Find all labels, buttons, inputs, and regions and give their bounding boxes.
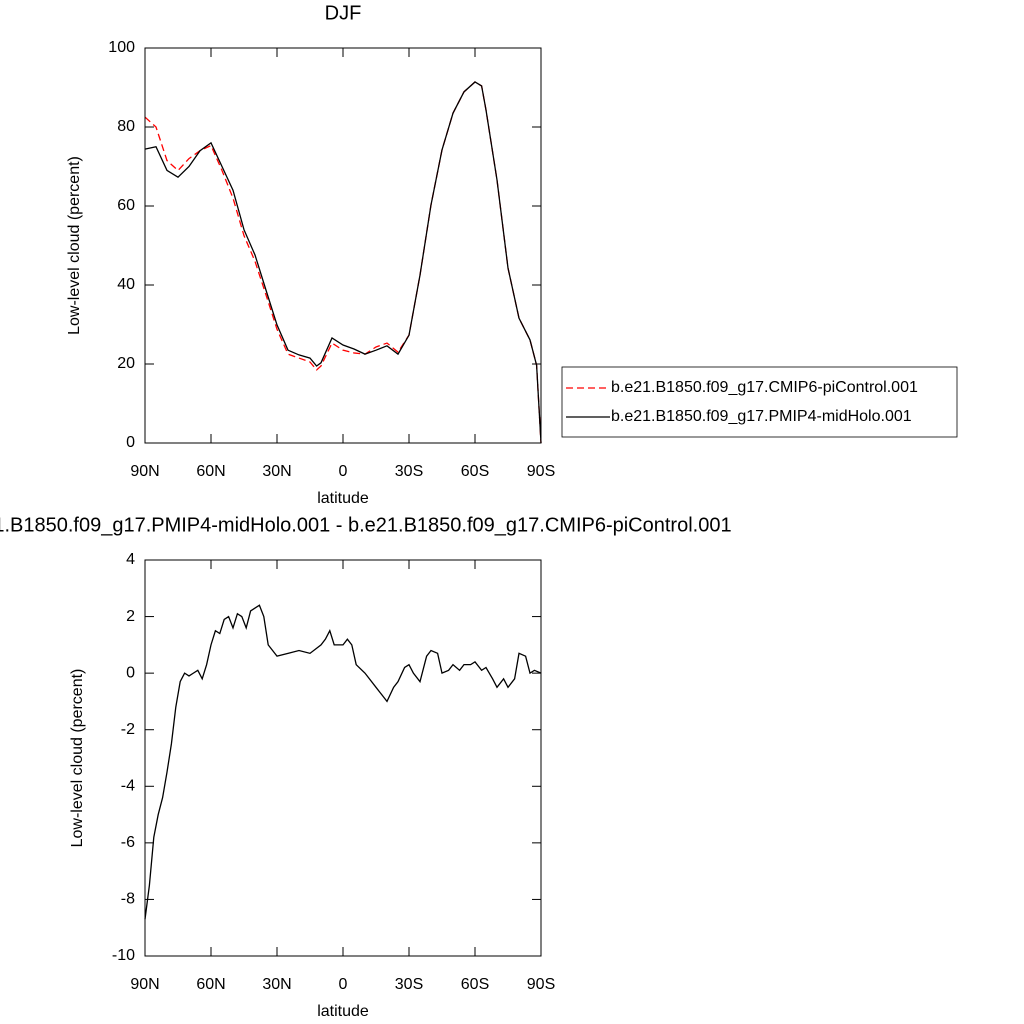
x-tick-label: 30S xyxy=(395,976,423,993)
x-tick-label: 60N xyxy=(196,976,225,993)
plot-frame xyxy=(144,47,542,444)
x-tick-label: 90N xyxy=(130,976,159,993)
y-tick-label: -4 xyxy=(121,778,135,795)
y-tick-label: -10 xyxy=(112,947,135,964)
plot-frame xyxy=(144,559,542,957)
y-tick-label: -2 xyxy=(121,721,135,738)
x-tick-label: 30N xyxy=(262,976,291,993)
y-axis-label: Low-level cloud (percent) xyxy=(66,156,83,335)
y-axis-label: Low-level cloud (percent) xyxy=(69,669,86,848)
chart-title: b.e21.B1850.f09_g17.PMIP4-midHolo.001 - … xyxy=(0,514,732,536)
legend-label: b.e21.B1850.f09_g17.PMIP4-midHolo.001 xyxy=(611,408,912,425)
y-tick-label: -6 xyxy=(121,834,135,851)
data-line xyxy=(144,81,542,444)
x-tick-label: 90S xyxy=(527,463,555,480)
y-tick-label: 20 xyxy=(117,355,135,372)
x-tick-label: 0 xyxy=(339,463,348,480)
legend-box xyxy=(561,366,958,438)
chart-title: DJF xyxy=(325,2,362,24)
x-tick-label: 30S xyxy=(395,463,423,480)
y-tick-label: 0 xyxy=(126,434,135,451)
y-tick-label: 0 xyxy=(126,664,135,681)
legend-label: b.e21.B1850.f09_g17.CMIP6-piControl.001 xyxy=(611,379,918,396)
data-line xyxy=(144,81,542,444)
y-tick-label: 2 xyxy=(126,608,135,625)
x-axis-label: latitude xyxy=(317,1003,369,1020)
x-tick-label: 60N xyxy=(196,463,225,480)
y-tick-label: 60 xyxy=(117,197,135,214)
x-axis-label: latitude xyxy=(317,490,369,507)
y-tick-label: 100 xyxy=(108,39,135,56)
x-tick-label: 60S xyxy=(461,976,489,993)
x-tick-label: 0 xyxy=(339,976,348,993)
x-tick-label: 60S xyxy=(461,463,489,480)
y-tick-label: 40 xyxy=(117,276,135,293)
y-tick-label: 4 xyxy=(126,551,135,568)
x-tick-label: 90S xyxy=(527,976,555,993)
x-tick-label: 90N xyxy=(130,463,159,480)
y-tick-label: -8 xyxy=(121,891,135,908)
data-line xyxy=(144,604,542,920)
y-tick-label: 80 xyxy=(117,118,135,135)
x-tick-label: 30N xyxy=(262,463,291,480)
